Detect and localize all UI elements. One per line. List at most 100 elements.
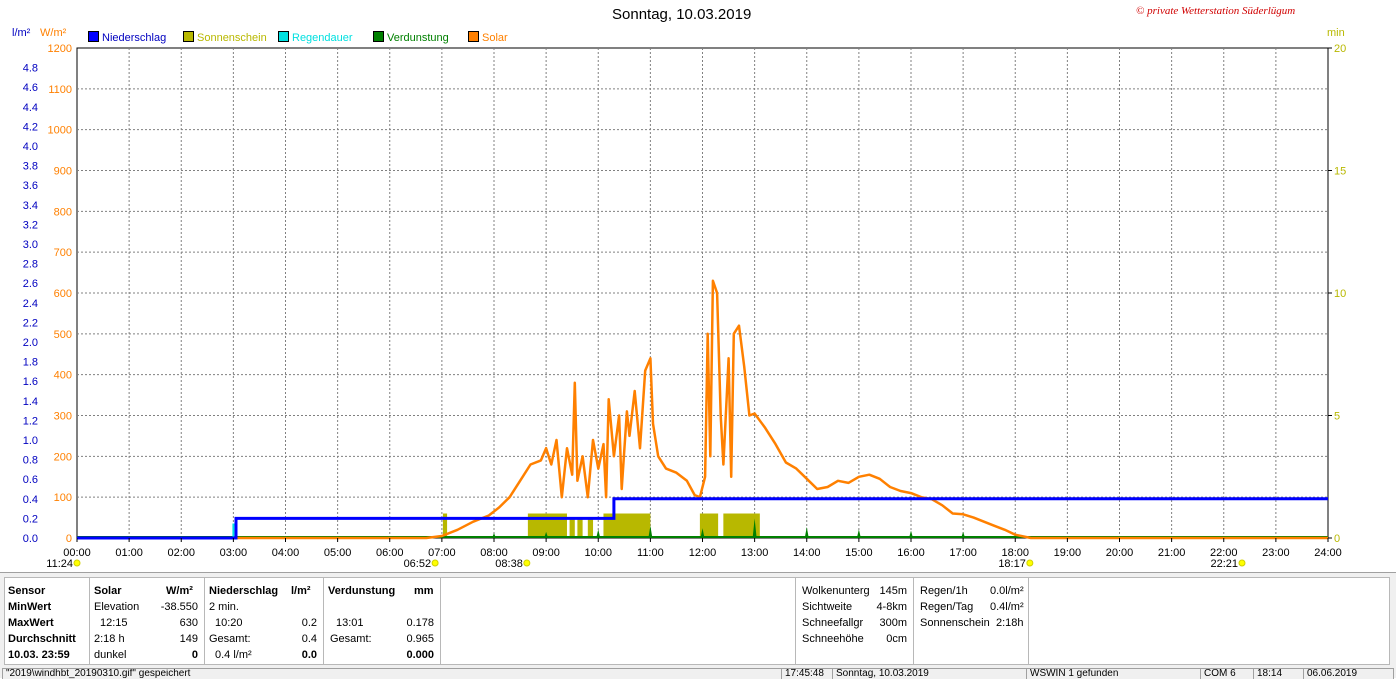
y-tick-label-solar: 500 [54, 329, 72, 341]
solar-value: 149 [179, 633, 198, 645]
x-tick-label: 17:00 [949, 547, 977, 559]
verdunstung-cell: Verdunstung mm 13:01 0.178 Gesamt: 0.965… [323, 577, 441, 665]
evaporation-spike [544, 531, 549, 538]
legend-item: Niederschlag [88, 31, 166, 44]
y-tick-label-rain: 0.2 [23, 513, 38, 525]
x-tick-label: 13:00 [741, 547, 769, 559]
weather-cell: Wolkenunterg 145m Sichtweite 4-8km Schne… [795, 577, 914, 665]
evaporation-spike [909, 530, 913, 538]
sensor-row-avg: Durchschnitt [8, 633, 76, 645]
x-tick-label: 24:00 [1314, 547, 1342, 559]
y-tick-label-rain: 1.2 [23, 415, 38, 427]
status-file: "2019\windhbt_20190310.gif" gespeichert [2, 668, 782, 679]
weather-label: Sichtweite [802, 601, 853, 613]
y-tick-label-rain: 0.4 [23, 494, 38, 506]
weather-value: 300m [879, 617, 907, 629]
solar-label: 2:18 h [94, 633, 125, 645]
y-tick-label-solar: 600 [54, 288, 72, 300]
evaporation-spike [648, 525, 653, 538]
y-tick-label-rain: 3.8 [23, 161, 38, 173]
chart-marks [77, 279, 1328, 540]
time-marker-dot [431, 559, 439, 567]
x-tick-label: 09:00 [532, 547, 560, 559]
evaporation-spike [752, 518, 757, 538]
sensor-row-max: MaxWert [8, 617, 54, 629]
time-marker-label: 11:24 [46, 558, 73, 570]
evaporation-spike [856, 529, 861, 538]
x-tick-label: 14:00 [793, 547, 821, 559]
x-tick-label: 23:00 [1262, 547, 1290, 559]
y-tick-label-rain: 3.2 [23, 219, 38, 231]
sensor-header: Sensor [8, 585, 46, 597]
niederschlag-label: Gesamt: [209, 633, 251, 645]
x-tick-label: 04:00 [272, 547, 300, 559]
status-com: COM 6 [1200, 668, 1254, 679]
y-tick-label-rain: 2.4 [23, 298, 38, 310]
empty-cell-right [1028, 577, 1390, 665]
x-tick-label: 20:00 [1106, 547, 1134, 559]
sunshine-bar [699, 513, 719, 538]
solar-value: 630 [179, 617, 198, 629]
legend-label: Verdunstung [387, 32, 449, 44]
precipitation-line [77, 497, 1328, 540]
y-tick-label-rain: 4.0 [23, 141, 38, 153]
legend-swatch [183, 31, 194, 42]
niederschlag-label: 10:20 [215, 617, 243, 629]
time-marker-dot [73, 559, 81, 567]
verdunstung-unit: mm [414, 585, 434, 597]
solar-header: Solar [94, 585, 122, 597]
legend-swatch [88, 31, 99, 42]
x-tick-label: 08:00 [480, 547, 508, 559]
y-tick-label-solar: 200 [54, 451, 72, 463]
rain-label: Regen/1h [920, 585, 968, 597]
solar-label: dunkel [94, 649, 127, 661]
verdunstung-value: 0.178 [406, 617, 434, 629]
y-tick-label-solar: 1100 [48, 84, 72, 96]
x-tick-label: 07:00 [428, 547, 456, 559]
left-axis-unit-rain: l/m² [12, 27, 31, 39]
niederschlag-label: 0.4 l/m² [215, 649, 252, 661]
y-tick-label-rain: 1.0 [23, 435, 38, 447]
y-tick-label-rain: 1.8 [23, 357, 38, 369]
y-tick-label-solar: 700 [54, 247, 72, 259]
sensor-cell: Sensor MinWert MaxWert Durchschnitt 10.0… [4, 577, 90, 665]
evaporation-spike [596, 529, 601, 538]
y-tick-label-solar: 900 [54, 166, 72, 178]
time-marker-dot [1026, 559, 1034, 567]
evaporation-spike [1013, 534, 1018, 538]
evaporation-spike [700, 528, 705, 538]
x-tick-label: 03:00 [220, 547, 248, 559]
y-tick-label-rain: 2.6 [23, 278, 38, 290]
verdunstung-header: Verdunstung [328, 585, 396, 597]
rain-cell: Regen/1h 0.0l/m² Regen/Tag 0.4l/m² Sonne… [913, 577, 1029, 665]
y-tick-label-solar: 0 [66, 533, 72, 545]
solar-line [77, 279, 1328, 540]
niederschlag-label: 2 min. [209, 601, 239, 613]
legend-label: Sonnenschein [197, 32, 267, 44]
verdunstung-value: 0.000 [406, 649, 434, 661]
legend-swatch [468, 31, 479, 42]
y-tick-label-rain: 2.2 [23, 317, 38, 329]
sunshine-bar [442, 513, 448, 538]
rain-value: 2:18h [996, 617, 1024, 629]
right-axis-unit: min [1327, 27, 1345, 39]
x-tick-label: 18:00 [1001, 547, 1029, 559]
solar-unit: W/m² [166, 585, 193, 597]
evaporation-spike [961, 531, 966, 538]
rain-label: Sonnenschein [920, 617, 990, 629]
y-tick-label-min: 20 [1334, 43, 1346, 55]
legend-item: Solar [468, 31, 508, 44]
legend-label: Regendauer [292, 32, 353, 44]
evaporation-spike [804, 526, 809, 538]
x-tick-label: 01:00 [115, 547, 143, 559]
niederschlag-value: 0.4 [301, 633, 317, 645]
time-marker-label: 18:17 [998, 558, 1026, 570]
time-marker-label: 06:52 [404, 558, 432, 570]
verdunstung-label: 13:01 [336, 617, 364, 629]
solar-label: 12:15 [100, 617, 128, 629]
y-tick-label-min: 15 [1334, 166, 1346, 178]
chart-title: Sonntag, 10.03.2019 [612, 6, 752, 23]
y-tick-label-rain: 2.8 [23, 259, 38, 271]
y-tick-label-rain: 4.2 [23, 121, 38, 133]
y-tick-label-rain: 3.4 [23, 200, 38, 212]
